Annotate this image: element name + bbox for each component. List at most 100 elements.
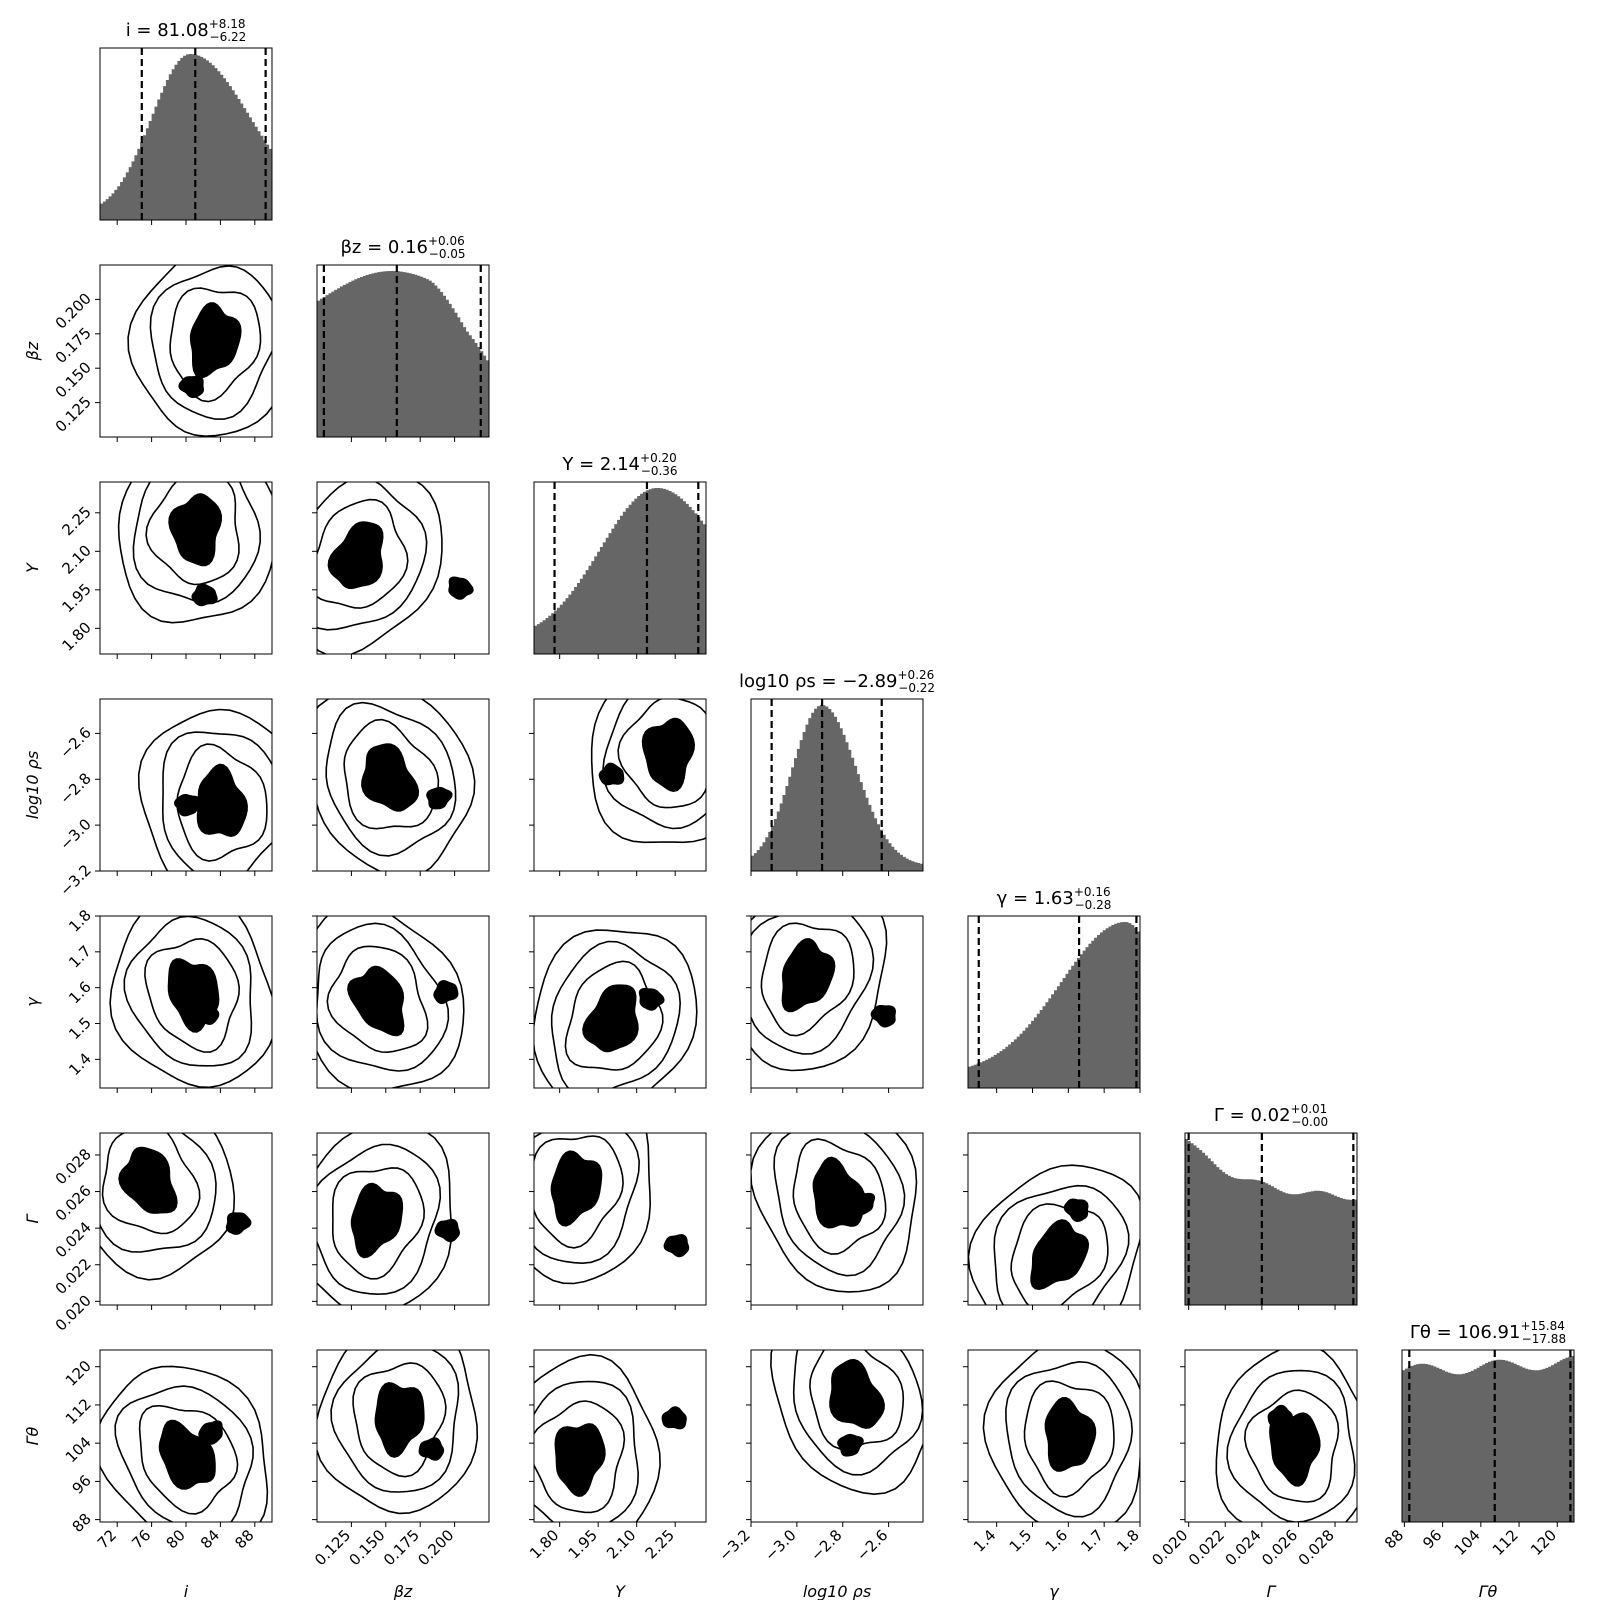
contour-panel-Y-Gamma_theta: 1.80 1.95 2.10 2.25 Y — [526, 1349, 707, 1600]
title-name: log10 ρs = −2.89 — [739, 671, 898, 692]
x-axis-label: Γθ — [1479, 1582, 1498, 1600]
contour-level — [145, 482, 240, 586]
title-name: Y = 2.14 — [561, 454, 640, 475]
contour-level — [751, 916, 888, 1072]
y-tick-label: 1.4 — [65, 1049, 95, 1079]
contour-level — [550, 940, 682, 1088]
contour-level — [317, 1350, 479, 1515]
panel-frame — [750, 915, 924, 1089]
y-axis-label: γ — [23, 996, 42, 1007]
param-title: Γθ = 106.91+15.84 −17.88 — [1410, 1319, 1566, 1346]
contour-panel-Y-gamma — [529, 915, 707, 1093]
y-tick-label: 1.5 — [65, 1014, 95, 1044]
contour-panel-log10_rho_s-gamma — [746, 915, 924, 1093]
x-axis-label: βz — [393, 1582, 413, 1600]
param-title: γ = 1.63+0.16 −0.28 — [997, 885, 1112, 912]
contour-panel-Y-log10_rho_s — [529, 698, 707, 876]
contour-core — [189, 302, 242, 379]
histogram-panel-log10_rho_s: log10 ρs = −2.89+0.26 −0.22 — [739, 668, 935, 876]
contour-level — [114, 1385, 254, 1522]
panel-frame — [533, 481, 707, 655]
contour-core — [158, 1419, 216, 1490]
contour-level — [602, 699, 706, 830]
title-plus: +0.16 — [1074, 885, 1111, 899]
contour-level — [132, 482, 262, 604]
contour-level — [100, 1133, 236, 1281]
histogram-bars — [751, 705, 923, 871]
contour-level — [317, 498, 409, 609]
histogram-bars — [317, 271, 489, 437]
title-plus: +0.01 — [1291, 1102, 1328, 1116]
y-tick-label: 1.7 — [65, 942, 95, 972]
histogram-panel-gamma: γ = 1.63+0.16 −0.28 — [967, 885, 1141, 1093]
x-tick-label: 72 — [94, 1526, 120, 1552]
contour-panel-i-gamma: 1.4 1.5 1.6 1.7 1.8 γ — [23, 906, 273, 1093]
contour-core-secondary — [848, 1192, 876, 1216]
histogram-bars — [100, 54, 272, 220]
x-tick-label: 0.150 — [346, 1526, 389, 1569]
title-plus: +15.84 — [1520, 1319, 1564, 1333]
contour-core — [327, 521, 384, 590]
x-axis-label: Γ — [1267, 1582, 1277, 1600]
x-tick-label: 1.5 — [1006, 1526, 1036, 1556]
contour-panel-i-Y: 1.801.952.102.25 Y — [23, 481, 273, 659]
x-tick-label: 2.25 — [642, 1526, 678, 1562]
title-minus: −17.88 — [1522, 1332, 1566, 1346]
contour-core-secondary — [426, 786, 453, 810]
contour-core-secondary — [225, 1212, 252, 1235]
histogram-bars — [534, 488, 706, 654]
contour-core-secondary — [418, 1437, 445, 1461]
contour-core-secondary — [193, 1001, 220, 1026]
y-axis-label: Γ — [23, 1213, 42, 1223]
panel-frame — [316, 481, 490, 655]
panel-frame — [316, 264, 490, 438]
contour-core-secondary — [661, 1406, 687, 1430]
title-minus: −0.00 — [1291, 1115, 1328, 1129]
title-minus: −0.22 — [898, 681, 935, 695]
histogram-panel-Gamma: Γ = 0.02+0.01 −0.00 — [1184, 1102, 1358, 1310]
x-tick-label: 88 — [231, 1526, 257, 1552]
y-tick-label: 1.80 — [58, 618, 94, 654]
panel-frame — [316, 698, 490, 872]
contour-panel-i-Gamma_theta: 72 76 80 84 88 88 96 104 112 120 i Γθ — [23, 1349, 273, 1600]
contour-level — [332, 1167, 426, 1280]
contour-core — [781, 938, 836, 1013]
param-title: Y = 2.14+0.20 −0.36 — [561, 451, 677, 478]
y-tick-label: 2.25 — [58, 503, 94, 539]
x-tick-label: −3.2 — [715, 1526, 753, 1564]
contour-core — [347, 965, 405, 1037]
y-tick-label: 1.95 — [58, 580, 94, 616]
title-plus: +0.20 — [640, 451, 677, 465]
x-tick-label: 0.125 — [311, 1526, 354, 1569]
contour-level — [330, 1350, 460, 1493]
y-tick-label: −2.6 — [56, 724, 94, 762]
y-tick-label: −3.0 — [56, 815, 94, 853]
x-tick-label: 96 — [1419, 1526, 1445, 1552]
contour-level — [149, 265, 272, 420]
y-tick-label: 0.150 — [52, 358, 95, 401]
x-tick-label: 88 — [1381, 1526, 1407, 1552]
y-tick-label: 112 — [62, 1395, 95, 1428]
x-tick-label: 0.175 — [380, 1526, 423, 1569]
contour-level — [534, 1400, 626, 1514]
contour-core — [361, 743, 420, 812]
title-plus: +0.26 — [898, 668, 935, 682]
contour-core — [550, 1150, 603, 1227]
contour-level — [968, 1164, 1140, 1305]
contour-level — [127, 265, 272, 437]
contour-level — [773, 1133, 906, 1277]
histogram-panel-beta_z: βz = 0.16+0.06 −0.05 — [316, 234, 490, 442]
contour-level — [617, 699, 706, 809]
x-tick-label: 112 — [1489, 1526, 1522, 1559]
histogram-bars — [1185, 1139, 1357, 1305]
contour-core-secondary — [598, 762, 625, 786]
panel-frame — [533, 915, 707, 1089]
panel-frame — [967, 1132, 1141, 1306]
contour-level — [1010, 1203, 1109, 1305]
y-tick-label: 0.024 — [52, 1218, 95, 1261]
contour-level — [100, 1365, 269, 1522]
contour-level — [100, 1133, 217, 1253]
contour-core-secondary — [837, 1433, 864, 1457]
